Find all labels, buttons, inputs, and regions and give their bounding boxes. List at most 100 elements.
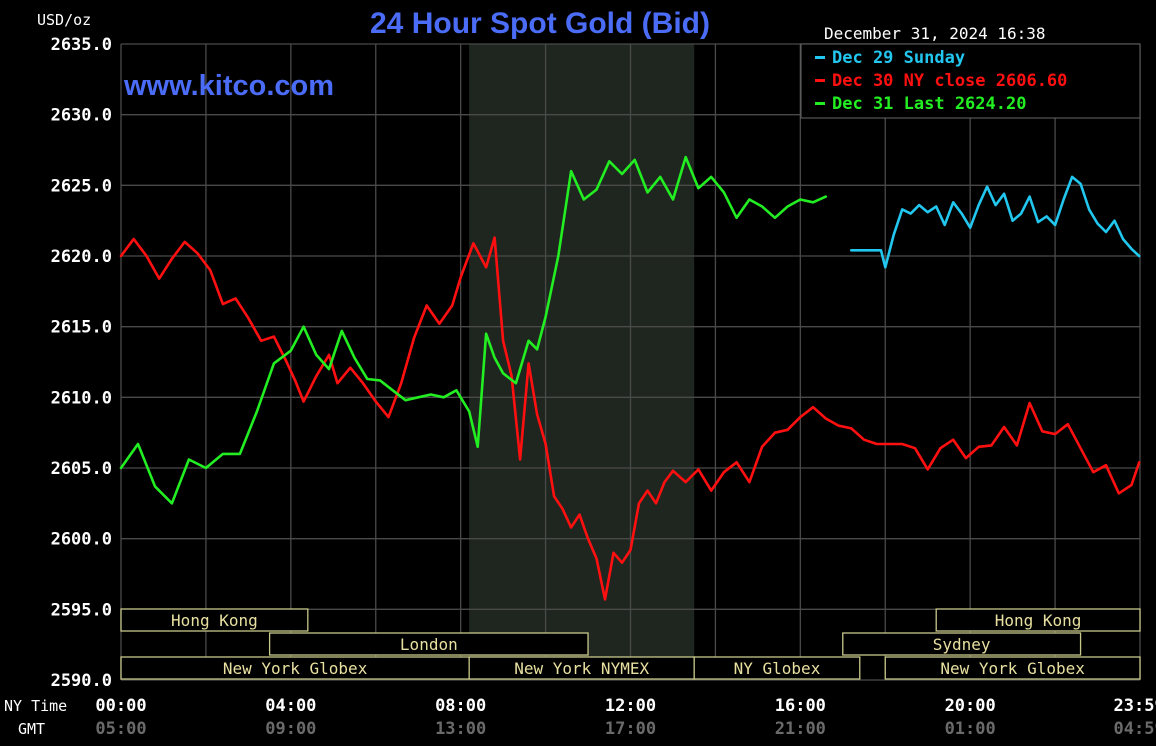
session-bar xyxy=(884,656,1141,680)
series-point xyxy=(472,242,475,245)
legend-item-dec31: Dec 31 Last 2624.20 xyxy=(832,94,1026,114)
series-point xyxy=(1011,219,1014,222)
y-tick-label: 2600.0 xyxy=(51,530,112,550)
series-point xyxy=(1088,208,1090,211)
series-point xyxy=(969,226,971,229)
series-point xyxy=(451,304,453,307)
series-point xyxy=(633,159,636,161)
x-tick-label-gmt: 21:00 xyxy=(775,719,826,739)
series-point xyxy=(977,446,980,448)
series-point xyxy=(935,205,937,208)
session-label: New York Globex xyxy=(223,659,368,678)
series-point xyxy=(914,447,916,450)
series-point xyxy=(1130,484,1133,486)
legend-item-dec29: Dec 29 Sunday xyxy=(832,48,965,68)
series-point xyxy=(761,205,763,208)
series-point xyxy=(684,481,687,483)
y-tick-label: 2615.0 xyxy=(51,318,112,338)
series-point xyxy=(154,485,156,488)
series-point xyxy=(774,217,776,219)
series-point xyxy=(629,549,632,551)
unit-label: USD/oz xyxy=(37,11,91,29)
series-point xyxy=(120,467,122,469)
series-point xyxy=(493,236,496,239)
series-point xyxy=(723,471,725,474)
series-point xyxy=(205,467,207,469)
y-tick-label: 2610.0 xyxy=(51,388,112,408)
series-point xyxy=(863,438,865,441)
series-point xyxy=(183,241,186,243)
series-point xyxy=(735,217,738,219)
x-tick-label-ny: 00:00 xyxy=(95,696,146,716)
x-tick-label-gmt: 17:00 xyxy=(605,719,656,739)
series-point xyxy=(294,379,296,382)
series-point xyxy=(990,444,993,447)
series-point xyxy=(353,356,356,359)
y-tick-label: 2630.0 xyxy=(51,106,112,126)
series-point xyxy=(825,195,827,198)
series-point xyxy=(362,382,364,385)
series-point xyxy=(875,443,878,445)
series-point xyxy=(171,502,173,505)
series-point xyxy=(455,389,458,392)
series-point xyxy=(812,201,814,204)
series-point xyxy=(994,204,997,206)
series-point xyxy=(960,212,963,215)
series-point xyxy=(387,416,390,418)
series-point xyxy=(672,198,674,201)
session-label: NY Globex xyxy=(734,659,821,678)
series-point xyxy=(468,410,470,413)
series-point xyxy=(171,258,173,260)
timestamp: December 31, 2024 16:38 xyxy=(824,24,1046,43)
session-bar xyxy=(693,656,861,680)
ny-time-label: NY Time xyxy=(4,697,67,715)
series-point xyxy=(273,362,275,365)
series-point xyxy=(374,400,377,403)
series-point xyxy=(222,303,224,305)
series-point xyxy=(582,198,585,201)
series-point xyxy=(672,470,674,472)
session-label: New York Globex xyxy=(940,659,1085,678)
series-point xyxy=(302,325,305,328)
series-point xyxy=(901,208,904,211)
series-point xyxy=(459,276,462,279)
x-axis: 00:00 04:00 08:00 12:00 16:00 20:00 23:59 05:00… xyxy=(95,696,1156,739)
series-point xyxy=(587,537,589,540)
series-point xyxy=(1130,248,1133,250)
series-point xyxy=(761,446,763,448)
series-point xyxy=(837,424,840,427)
series-point xyxy=(1067,423,1069,425)
series-point xyxy=(710,176,712,178)
series-point xyxy=(1020,212,1022,215)
legend-swatch-dec30 xyxy=(815,79,825,82)
y-tick-label: 2595.0 xyxy=(51,600,112,620)
series-point xyxy=(570,526,572,529)
session-bar xyxy=(842,632,1082,656)
x-tick-label-ny: 12:00 xyxy=(605,696,656,716)
series-point xyxy=(557,255,560,257)
legend-item-dec30: Dec 30 NY close 2606.60 xyxy=(832,71,1067,91)
series-point xyxy=(986,185,988,188)
series-point xyxy=(544,315,547,318)
series-point xyxy=(209,269,211,271)
x-tick-label-gmt: 01:00 xyxy=(945,719,996,739)
series-point xyxy=(1092,471,1095,474)
series-point xyxy=(595,557,598,560)
legend: Dec 29 Sunday Dec 30 NY close 2606.60 De… xyxy=(800,43,1141,119)
series-point xyxy=(260,340,262,342)
series-point xyxy=(132,238,135,240)
series-point xyxy=(952,201,954,204)
y-tick-label: 2620.0 xyxy=(51,247,112,267)
series-point xyxy=(196,252,199,254)
series-point xyxy=(1003,426,1005,428)
series-point xyxy=(515,382,517,385)
series-point xyxy=(1079,447,1082,450)
series-point xyxy=(850,427,853,430)
series-point xyxy=(1054,433,1056,435)
series-point xyxy=(553,495,555,498)
series-point xyxy=(1028,402,1031,404)
series-point xyxy=(239,453,241,455)
series-point xyxy=(612,552,615,554)
series-point xyxy=(659,176,662,178)
series-point xyxy=(825,417,827,420)
